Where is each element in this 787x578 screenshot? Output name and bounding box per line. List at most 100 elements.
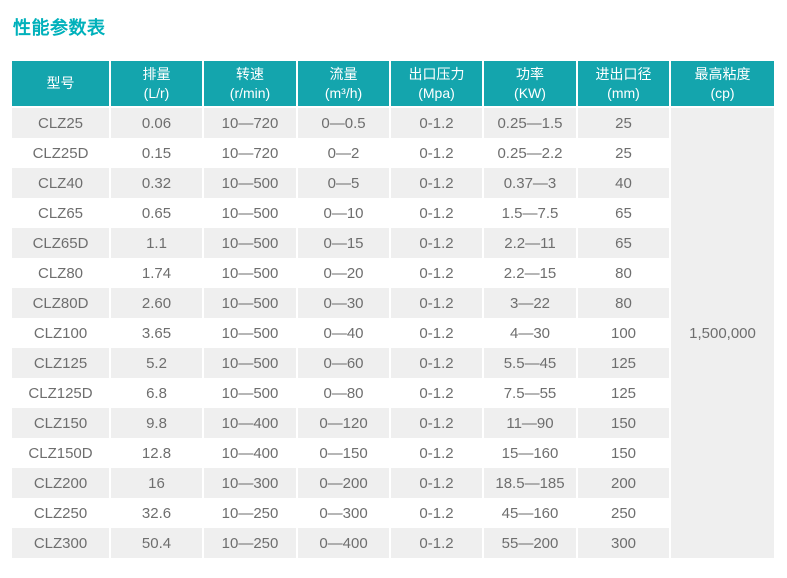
value-cell: 125 bbox=[576, 378, 670, 408]
value-cell: 0—5 bbox=[296, 168, 390, 198]
table-row: CLZ80D 2.60 10—500 0—30 0-1.2 3—22 80 bbox=[12, 288, 774, 318]
value-cell: 2.2—11 bbox=[482, 228, 577, 258]
value-cell: 0-1.2 bbox=[389, 288, 483, 318]
header-unit: (Mpa) bbox=[418, 84, 455, 101]
value-cell: 300 bbox=[576, 528, 670, 558]
header-label: 排量 bbox=[142, 65, 171, 82]
header-cell-0: 型号 bbox=[12, 61, 110, 108]
value-cell: 0-1.2 bbox=[389, 168, 483, 198]
value-cell: 0—60 bbox=[296, 348, 390, 378]
value-cell: 80 bbox=[576, 288, 670, 318]
value-cell: 0.37—3 bbox=[482, 168, 577, 198]
value-cell: 0—150 bbox=[296, 438, 390, 468]
model-cell: CLZ300 bbox=[12, 528, 110, 558]
value-cell: 0.65 bbox=[109, 198, 203, 228]
value-cell: 125 bbox=[576, 348, 670, 378]
table-row: CLZ150D 12.8 10—400 0—150 0-1.2 15—160 150 bbox=[12, 438, 774, 468]
model-cell: CLZ125 bbox=[12, 348, 110, 378]
value-cell: 2.2—15 bbox=[482, 258, 577, 288]
value-cell: 0—400 bbox=[296, 528, 390, 558]
value-cell: 55—200 bbox=[482, 528, 577, 558]
value-cell: 0-1.2 bbox=[389, 408, 483, 438]
value-cell: 10—250 bbox=[202, 528, 297, 558]
value-cell: 0—30 bbox=[296, 288, 390, 318]
value-cell: 3—22 bbox=[482, 288, 577, 318]
value-cell: 10—720 bbox=[202, 138, 297, 168]
table-row: CLZ65 0.65 10—500 0—10 0-1.2 1.5—7.5 65 bbox=[12, 198, 774, 228]
value-cell: 80 bbox=[576, 258, 670, 288]
model-cell: CLZ80D bbox=[12, 288, 110, 318]
value-cell: 0—10 bbox=[296, 198, 390, 228]
value-cell: 10—500 bbox=[202, 318, 297, 348]
model-cell: CLZ150 bbox=[12, 408, 110, 438]
value-cell: 5.2 bbox=[109, 348, 203, 378]
value-cell: 10—500 bbox=[202, 258, 297, 288]
value-cell: 0.25—2.2 bbox=[482, 138, 577, 168]
model-cell: CLZ125D bbox=[12, 378, 110, 408]
value-cell: 0-1.2 bbox=[389, 528, 483, 558]
header-cell-4: 出口压力 (Mpa) bbox=[389, 61, 483, 108]
value-cell: 25 bbox=[576, 138, 670, 168]
header-cell-2: 转速 (r/min) bbox=[202, 61, 297, 108]
value-cell: 7.5—55 bbox=[482, 378, 577, 408]
table-row: CLZ125D 6.8 10—500 0—80 0-1.2 7.5—55 125 bbox=[12, 378, 774, 408]
value-cell: 0-1.2 bbox=[389, 138, 483, 168]
table-header-row: 型号 排量 (L/r) 转速 (r/min) 流量 (m³/h) 出口压力 (Mpa) 功率 (KW… bbox=[12, 61, 774, 108]
value-cell: 0-1.2 bbox=[389, 438, 483, 468]
model-cell: CLZ100 bbox=[12, 318, 110, 348]
model-cell: CLZ25 bbox=[12, 107, 110, 138]
header-label: 最高粘度 bbox=[694, 65, 751, 82]
value-cell: 10—500 bbox=[202, 288, 297, 318]
value-cell: 16 bbox=[109, 468, 203, 498]
value-cell: 0—40 bbox=[296, 318, 390, 348]
value-cell: 10—500 bbox=[202, 348, 297, 378]
table-row: CLZ250 32.6 10—250 0—300 0-1.2 45—160 250 bbox=[12, 498, 774, 528]
value-cell: 0-1.2 bbox=[389, 498, 483, 528]
model-cell: CLZ150D bbox=[12, 438, 110, 468]
value-cell: 0-1.2 bbox=[389, 198, 483, 228]
value-cell: 10—300 bbox=[202, 468, 297, 498]
value-cell: 10—500 bbox=[202, 168, 297, 198]
value-cell: 10—250 bbox=[202, 498, 297, 528]
header-cell-7: 最高粘度 (cp) bbox=[669, 61, 774, 108]
value-cell: 0—300 bbox=[296, 498, 390, 528]
table-row: CLZ300 50.4 10—250 0—400 0-1.2 55—200 300 bbox=[12, 528, 774, 558]
model-cell: CLZ65 bbox=[12, 198, 110, 228]
table-row: CLZ80 1.74 10—500 0—20 0-1.2 2.2—15 80 bbox=[12, 258, 774, 288]
header-cell-1: 排量 (L/r) bbox=[109, 61, 203, 108]
header-label: 型号 bbox=[46, 75, 75, 92]
value-cell: 2.60 bbox=[109, 288, 203, 318]
value-cell: 0—20 bbox=[296, 258, 390, 288]
header-unit: (m³/h) bbox=[324, 84, 363, 101]
value-cell: 1.1 bbox=[109, 228, 203, 258]
table-row: CLZ40 0.32 10—500 0—5 0-1.2 0.37—3 40 bbox=[12, 168, 774, 198]
value-cell: 100 bbox=[576, 318, 670, 348]
table-row: CLZ25 0.06 10—720 0—0.5 0-1.2 0.25—1.5 25 1,500… bbox=[12, 107, 774, 558]
value-cell: 3.65 bbox=[109, 318, 203, 348]
value-cell: 4—30 bbox=[482, 318, 577, 348]
value-cell: 32.6 bbox=[109, 498, 203, 528]
value-cell: 25 bbox=[576, 107, 670, 138]
value-cell: 1.74 bbox=[109, 258, 203, 288]
value-cell: 10—500 bbox=[202, 198, 297, 228]
value-cell: 12.8 bbox=[109, 438, 203, 468]
header-cell-5: 功率 (KW) bbox=[482, 61, 577, 108]
value-cell: 10—500 bbox=[202, 378, 297, 408]
value-cell: 65 bbox=[576, 228, 670, 258]
value-cell: 15—160 bbox=[482, 438, 577, 468]
model-cell: CLZ40 bbox=[12, 168, 110, 198]
page-title: 性能参数表 bbox=[13, 18, 106, 38]
table-row: CLZ125 5.2 10—500 0—60 0-1.2 5.5—45 125 bbox=[12, 348, 774, 378]
header-unit: (r/min) bbox=[229, 84, 271, 101]
value-cell: 1.5—7.5 bbox=[482, 198, 577, 228]
value-cell: 9.8 bbox=[109, 408, 203, 438]
header-label: 功率 bbox=[516, 65, 544, 82]
model-cell: CLZ65D bbox=[12, 228, 110, 258]
value-cell: 0.15 bbox=[109, 138, 203, 168]
value-cell: 45—160 bbox=[482, 498, 577, 528]
table-row: CLZ65D 1.1 10—500 0—15 0-1.2 2.2—11 65 bbox=[12, 228, 774, 258]
header-label: 进出口径 bbox=[595, 65, 652, 82]
value-cell: 65 bbox=[576, 198, 670, 228]
header-unit: (cp) bbox=[710, 84, 735, 101]
model-cell: CLZ80 bbox=[12, 258, 110, 288]
